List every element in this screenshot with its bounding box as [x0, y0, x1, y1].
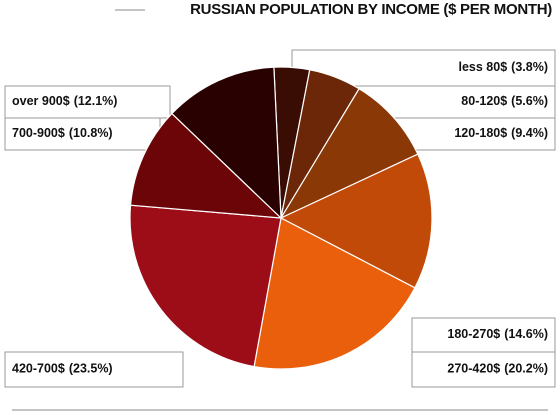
pie-slice	[253, 217, 416, 370]
label-box	[411, 351, 556, 388]
category-label: 80-120$	[461, 94, 507, 108]
labels: less 80$ (3.8%) 80-120$ (5.6%) 120-180$ (9.4%…	[12, 60, 548, 376]
pie	[129, 66, 433, 370]
slice-label: 420-700$ (23.5%)	[12, 362, 113, 376]
value-label: (14.6%)	[504, 327, 548, 341]
slice-label: 180-270$ (14.6%)	[447, 327, 548, 341]
slice-label: 120-180$ (9.4%)	[454, 126, 548, 140]
slice-label: 80-120$ (5.6%)	[461, 94, 548, 108]
pie-slice	[171, 66, 282, 220]
category-label: 700-900$	[12, 126, 65, 140]
pie-slice	[279, 153, 433, 289]
category-label: less 80$	[459, 60, 508, 74]
slice-label: 700-900$ (10.8%)	[12, 126, 113, 140]
chart-title: RUSSIAN POPULATION BY INCOME ($ PER MONT…	[190, 1, 552, 18]
value-label: (12.1%)	[74, 94, 118, 108]
value-label: (20.2%)	[504, 362, 548, 376]
category-label: 420-700$	[12, 362, 65, 376]
label-box	[4, 351, 184, 388]
value-label: (23.5%)	[69, 362, 113, 376]
value-label: (5.6%)	[511, 94, 548, 108]
category-label: 180-270$	[447, 327, 500, 341]
category-label: 270-420$	[447, 362, 500, 376]
pie-slice	[129, 112, 283, 219]
slice-label: over 900$ (12.1%)	[12, 94, 117, 108]
pie-slice	[129, 204, 282, 368]
pie-slice	[279, 87, 419, 220]
slice-label: 270-420$ (20.2%)	[447, 362, 548, 376]
category-label: over 900$	[12, 94, 70, 108]
category-label: 120-180$	[454, 126, 507, 140]
value-label: (3.8%)	[511, 60, 548, 74]
value-label: (9.4%)	[511, 126, 548, 140]
label-box	[4, 85, 171, 119]
label-box	[4, 117, 161, 151]
value-label: (10.8%)	[69, 126, 113, 140]
label-box	[411, 317, 556, 353]
slice-label: less 80$ (3.8%)	[459, 60, 549, 74]
